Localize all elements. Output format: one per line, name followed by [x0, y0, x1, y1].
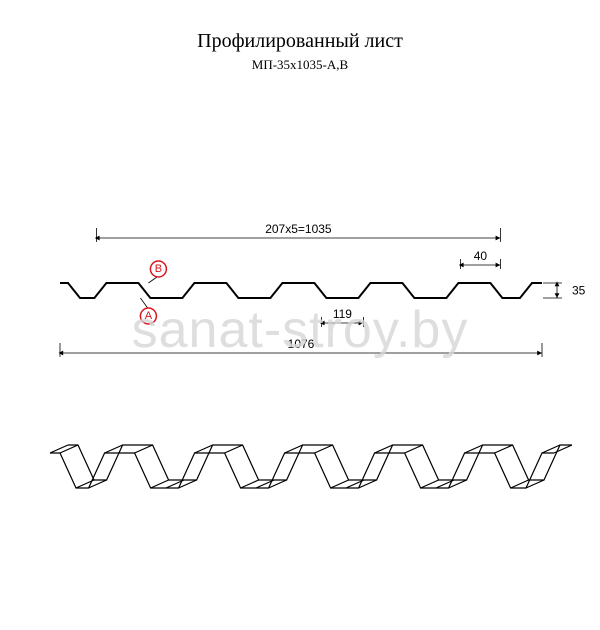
- subtitle-text: МП-35х1035-А,В: [252, 57, 348, 72]
- isometric-view: [50, 445, 572, 488]
- svg-text:1076: 1076: [288, 337, 315, 351]
- profile-cross-section: [60, 283, 542, 298]
- svg-text:A: A: [145, 310, 153, 322]
- technical-drawing: 207x5=103540351191076 AB: [0, 73, 600, 573]
- svg-text:35: 35: [572, 284, 586, 298]
- side-markers: AB: [140, 261, 166, 324]
- page-subtitle: МП-35х1035-А,В: [0, 57, 600, 73]
- page-title: Профилированный лист: [0, 30, 600, 53]
- svg-text:207x5=1035: 207x5=1035: [265, 222, 332, 236]
- svg-text:B: B: [155, 263, 162, 275]
- title-text: Профилированный лист: [197, 30, 403, 52]
- svg-text:40: 40: [474, 249, 488, 263]
- dimension-lines: 207x5=1035 40 35 119 1076: [60, 222, 586, 357]
- svg-text:119: 119: [333, 307, 352, 321]
